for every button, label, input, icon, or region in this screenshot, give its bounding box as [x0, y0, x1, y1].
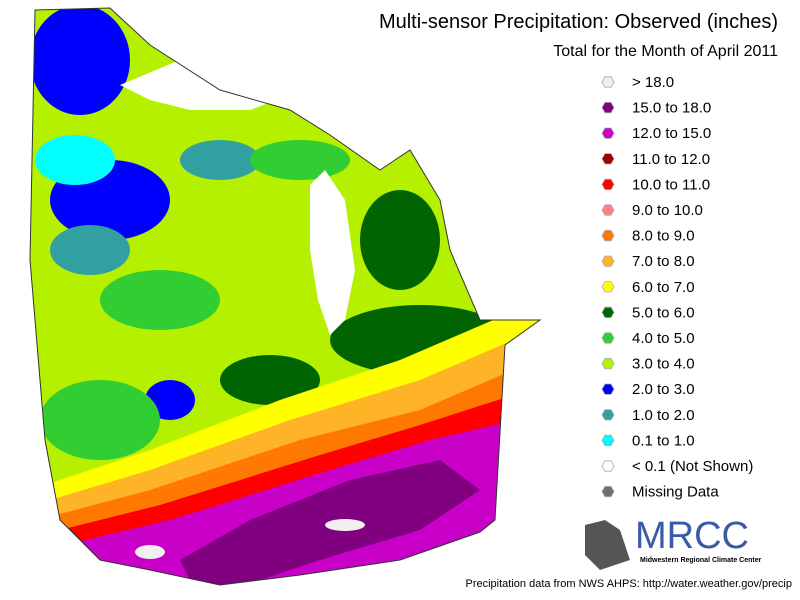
legend-label: 0.1 to 1.0 [632, 432, 695, 449]
legend: > 18.0 15.0 to 18.0 12.0 to 15.0 11.0 to 12… [601, 74, 753, 501]
logo-name: MRCC [635, 515, 749, 557]
legend-swatch [601, 102, 615, 114]
legend-label: 15.0 to 18.0 [632, 100, 711, 117]
logo-map [585, 520, 630, 570]
legend-label: 1.0 to 2.0 [632, 407, 695, 424]
logo-subtitle: Midwestern Regional Climate Center [640, 557, 762, 564]
region-outline [29, 7, 542, 586]
legend-label: 10.0 to 11.0 [632, 176, 710, 193]
footer: Precipitation data from NWS AHPS: http:/… [466, 578, 793, 590]
legend-label: < 0.1 (Not Shown) [632, 458, 753, 475]
legend-swatch [601, 485, 615, 498]
legend-swatch [601, 383, 615, 395]
legend-swatch [601, 153, 615, 165]
legend-label: Missing Data [632, 484, 719, 501]
legend-label: 7.0 to 8.0 [632, 253, 695, 270]
legend-swatch [601, 204, 615, 216]
legend-label: 12.0 to 15.0 [632, 125, 711, 142]
legend-swatch [601, 409, 615, 421]
legend-swatch [601, 76, 615, 88]
legend-label: 9.0 to 10.0 [632, 202, 703, 219]
legend-swatch [601, 229, 615, 242]
legend-label: 5.0 to 6.0 [632, 304, 695, 321]
legend-label: > 18.0 [632, 74, 674, 91]
legend-swatch [601, 127, 615, 139]
logo: MRCC Midwestern Regional Climate Center [585, 515, 762, 570]
legend-label: 6.0 to 7.0 [632, 279, 695, 296]
legend-label: 3.0 to 4.0 [632, 356, 695, 373]
legend-swatch [601, 332, 615, 344]
legend-label: 2.0 to 3.0 [632, 381, 695, 398]
legend-swatch [601, 357, 615, 370]
title: Multi-sensor Precipitation: Observed (in… [379, 11, 778, 33]
legend-swatch [601, 434, 615, 447]
legend-swatch [601, 255, 615, 267]
legend-label: 8.0 to 9.0 [632, 228, 695, 245]
legend-label: 4.0 to 5.0 [632, 330, 695, 347]
legend-swatch [601, 306, 615, 319]
legend-swatch [601, 281, 615, 293]
legend-swatch [601, 460, 615, 472]
legend-swatch [601, 178, 615, 191]
legend-label: 11.0 to 12.0 [632, 151, 710, 168]
subtitle: Total for the Month of April 2011 [553, 43, 778, 60]
